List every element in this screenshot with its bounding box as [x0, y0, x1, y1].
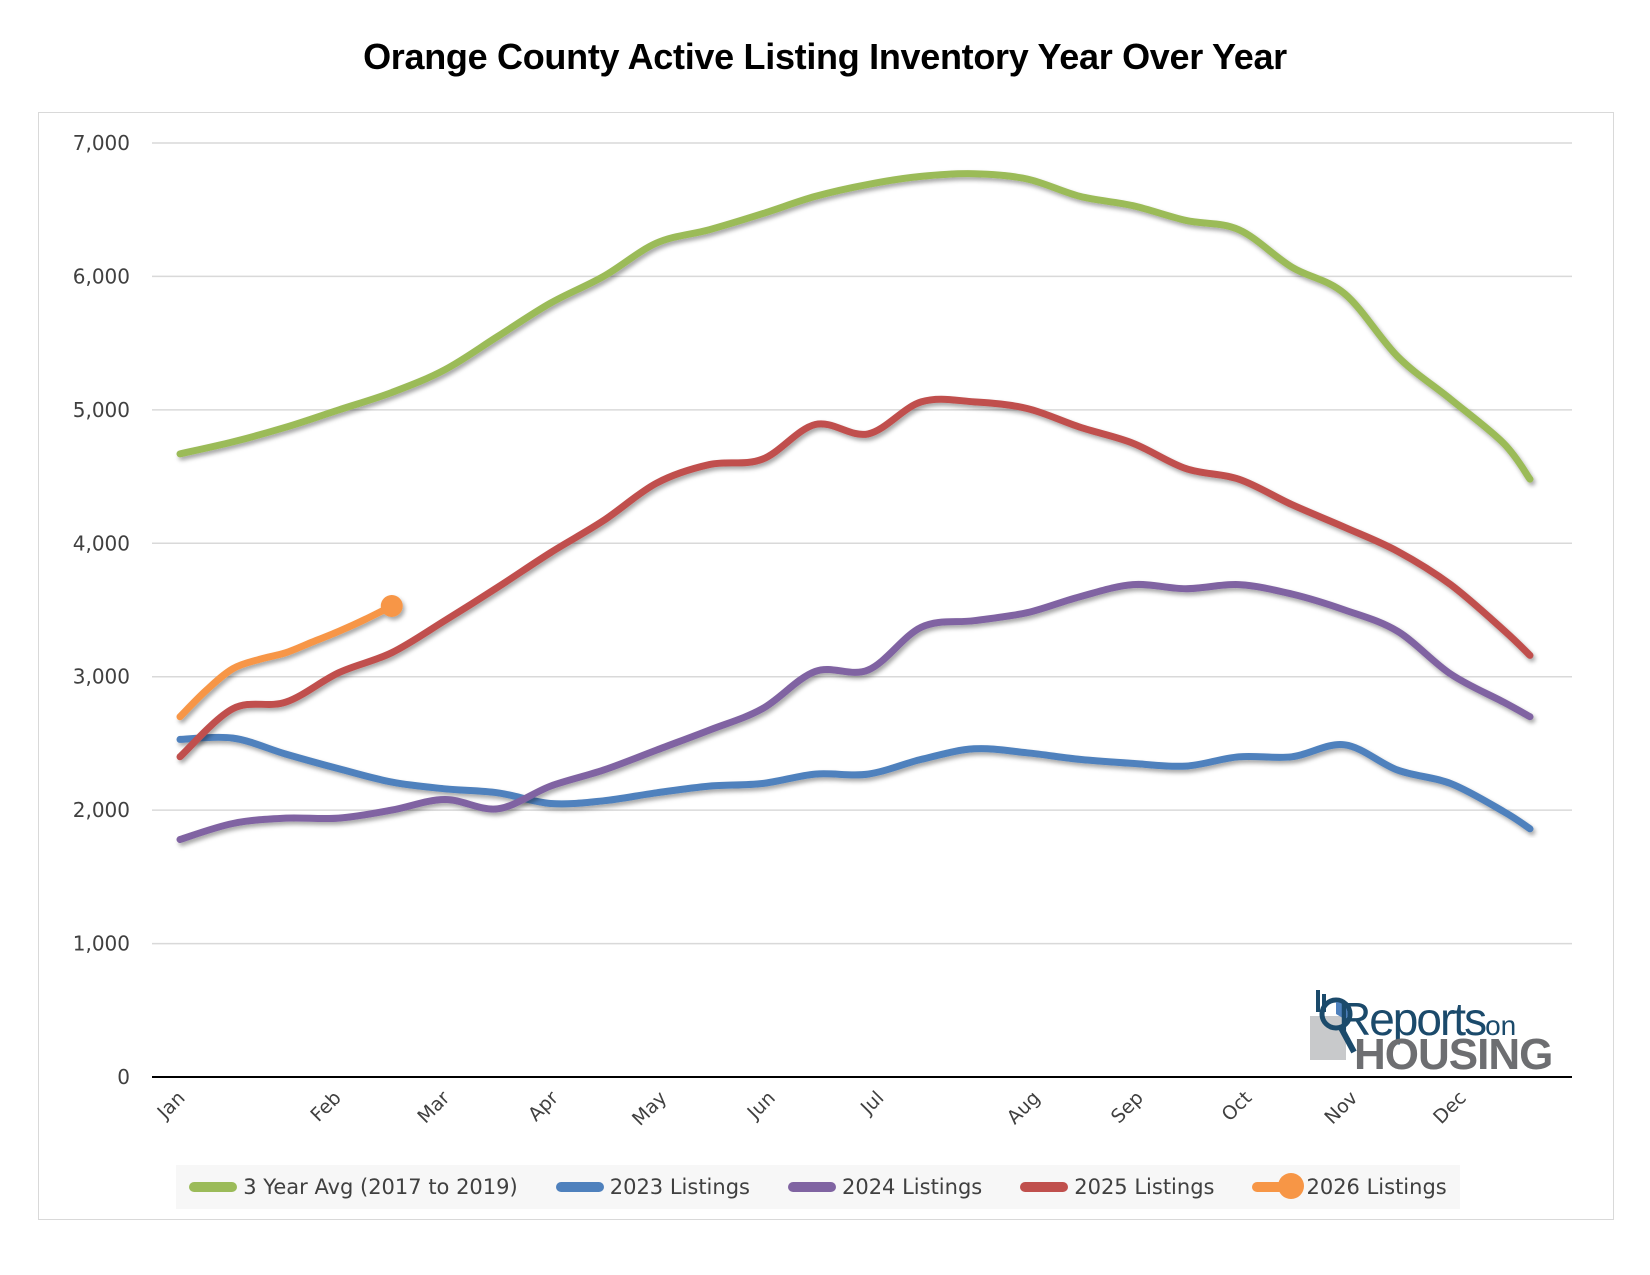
legend-item: 2023 Listings	[555, 1175, 750, 1199]
logo-on: on	[1485, 1010, 1517, 1041]
series-line	[176, 733, 1534, 833]
chart-title: Orange County Active Listing Inventory Y…	[363, 36, 1287, 77]
series-2025-listings	[176, 395, 1534, 761]
logo-icon	[1310, 990, 1357, 1060]
legend-item: 3 Year Avg (2017 to 2019)	[189, 1175, 518, 1199]
y-tick-label: 7,000	[73, 131, 130, 155]
legend-label: 3 Year Avg (2017 to 2019)	[243, 1175, 518, 1199]
legend-swatch	[787, 1182, 836, 1192]
legend-swatch	[189, 1182, 238, 1192]
series-line	[176, 170, 1534, 483]
y-tick-label: 3,000	[73, 665, 130, 689]
legend-label: 2024 Listings	[841, 1175, 983, 1199]
gridlines	[152, 142, 1572, 945]
x-tick-label: Sep	[1107, 1087, 1148, 1128]
x-tick-label: Feb	[306, 1087, 345, 1126]
reports-on-housing-logo: Reportson HOUSING	[1310, 990, 1580, 1080]
series-2024-listings	[176, 580, 1534, 843]
series-line	[176, 602, 396, 721]
y-tick-label: 0	[117, 1065, 130, 1089]
x-tick-label: Mar	[413, 1087, 454, 1128]
legend-label: 2025 Listings	[1074, 1175, 1215, 1199]
series-3-year-avg-2017-to-2019	[176, 170, 1534, 483]
logo-housing-text: HOUSING	[1354, 1030, 1553, 1079]
x-tick-label: Apr	[524, 1087, 563, 1126]
x-tick-label: Nov	[1320, 1087, 1362, 1129]
series-lines	[176, 170, 1534, 843]
legend-marker-icon	[1278, 1173, 1305, 1199]
x-tick-label: May	[628, 1087, 671, 1130]
legend-item: 2024 Listings	[787, 1175, 983, 1199]
x-tick-label: Jul	[856, 1087, 888, 1119]
series-2023-listings	[176, 733, 1534, 833]
legend-swatch	[1252, 1173, 1305, 1199]
x-tick-label: Oct	[1218, 1087, 1257, 1126]
logo-reports-text: Reportson	[1338, 992, 1516, 1046]
legend-item: 2025 Listings	[1020, 1175, 1214, 1199]
y-tick-label: 2,000	[73, 798, 130, 822]
legend-swatch	[555, 1182, 604, 1192]
series-2026-listings	[176, 594, 403, 721]
series-last-point-marker	[380, 594, 403, 617]
legend-item: 2026 Listings	[1252, 1173, 1447, 1199]
y-tick-label: 1,000	[73, 932, 130, 956]
x-tick-label: Dec	[1429, 1087, 1471, 1129]
legend-swatch	[1020, 1182, 1069, 1192]
x-tick-label: Aug	[1003, 1087, 1045, 1129]
series-line	[176, 580, 1534, 843]
y-axis-ticks: 0 1,000 2,000 3,000 4,000 5,000 6,000 7,000	[73, 131, 130, 1089]
y-tick-label: 4,000	[73, 531, 130, 555]
y-tick-label: 6,000	[73, 264, 130, 288]
chart-frame	[38, 112, 1614, 1220]
legend-label: 2026 Listings	[1306, 1175, 1447, 1199]
x-axis-ticks: Jan Feb Mar Apr May Jun Jul Aug Sep Oct Nov Dec	[153, 1087, 1471, 1130]
logo-reports: Reports	[1338, 993, 1487, 1045]
y-tick-label: 5,000	[73, 398, 130, 422]
series-line	[176, 395, 1534, 761]
chart-legend: 3 Year Avg (2017 to 2019) 2023 Listings 20…	[176, 1165, 1460, 1209]
legend-label: 2023 Listings	[609, 1175, 750, 1199]
x-tick-label: Jan	[153, 1087, 190, 1124]
x-tick-label: Jun	[743, 1087, 780, 1124]
